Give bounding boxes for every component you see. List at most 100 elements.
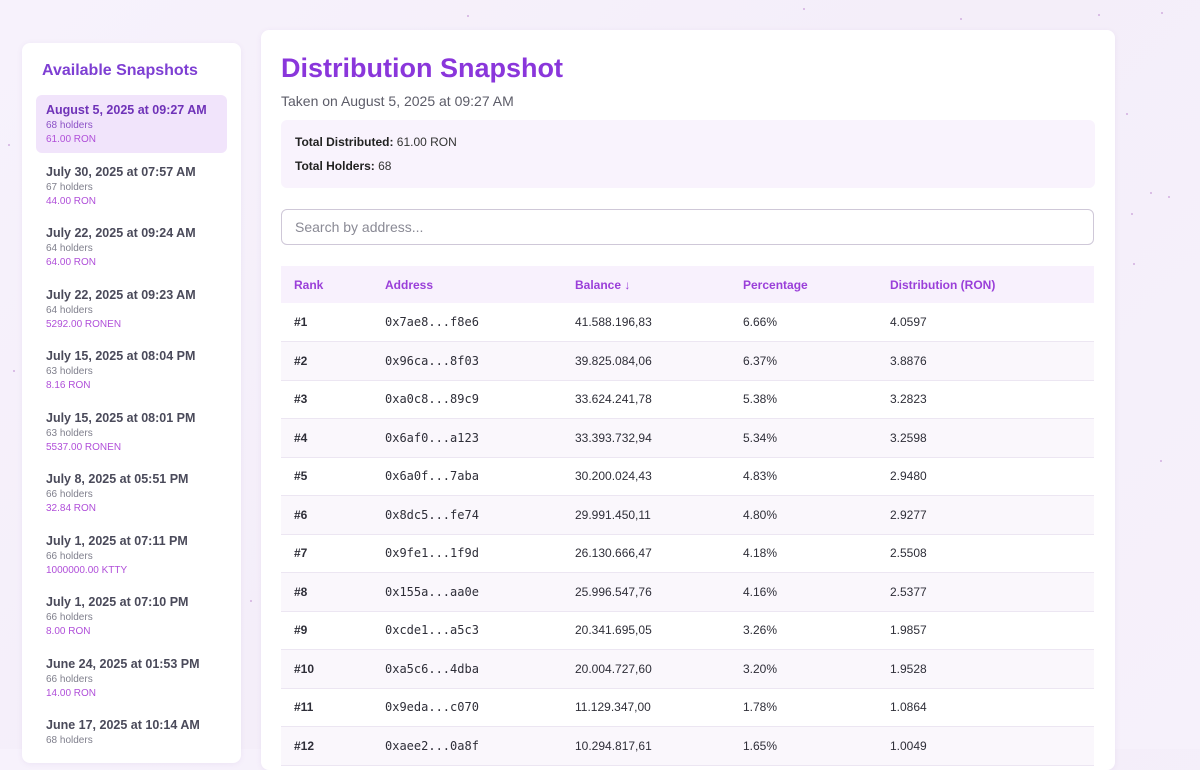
table-row: #6 0x8dc5...fe74 29.991.450,11 4.80% 2.9277: [281, 495, 1094, 535]
rank-cell: #3: [281, 380, 372, 419]
address-cell[interactable]: 0x8dc5...fe74: [372, 495, 562, 535]
header-address[interactable]: Address: [372, 266, 562, 303]
address-cell[interactable]: 0x6a0f...7aba: [372, 457, 562, 496]
snapshot-amount: 8.00 RON: [46, 626, 91, 637]
header-percentage[interactable]: Percentage: [730, 266, 877, 303]
rank-cell: #8: [281, 572, 372, 612]
address-search-input[interactable]: [281, 209, 1094, 245]
table-row: #9 0xcde1...a5c3 20.341.695,05 3.26% 1.9857: [281, 611, 1094, 650]
page-title: Distribution Snapshot: [281, 53, 563, 83]
snapshot-amount: 5537.00 RONEN: [46, 441, 122, 453]
snapshot-detail-panel: Distribution Snapshot Taken on August 5,…: [261, 30, 1115, 770]
balance-cell: 10.294.817,61: [562, 726, 730, 766]
table-header-row: Rank Address Balance ↓ Percentage Distri…: [281, 266, 1094, 303]
snapshot-holders: 67 holders: [46, 181, 93, 193]
snapshot-item[interactable]: July 30, 2025 at 07:57 AM 67 holders 44.…: [36, 157, 227, 215]
address-cell[interactable]: 0xcde1...a5c3: [372, 611, 562, 650]
snapshot-holders: 66 holders: [46, 489, 93, 500]
snapshot-list: August 5, 2025 at 09:27 AM 68 holders 61…: [36, 95, 227, 763]
snapshot-date: July 1, 2025 at 07:10 PM: [46, 595, 189, 609]
rank-cell: #2: [281, 341, 372, 381]
distribution-cell: 1.0864: [877, 688, 1094, 727]
sidebar-title: Available Snapshots: [42, 62, 198, 79]
snapshot-date: August 5, 2025 at 09:27 AM: [46, 103, 207, 117]
percentage-cell: 4.16%: [730, 572, 877, 612]
summary-box: Total Distributed: 61.00 RON Total Holde…: [281, 120, 1095, 188]
snapshot-holders: 66 holders: [46, 550, 93, 562]
snapshot-item[interactable]: June 17, 2025 at 10:14 AM 68 holders: [36, 710, 227, 763]
snapshot-amount: 8.16 RON: [46, 380, 91, 391]
snapshot-item[interactable]: July 22, 2025 at 09:24 AM 64 holders 64.…: [36, 218, 227, 276]
percentage-cell: 6.66%: [730, 303, 877, 342]
snapshot-item[interactable]: June 24, 2025 at 01:53 PM 66 holders 14.…: [36, 649, 227, 707]
header-rank[interactable]: Rank: [281, 266, 372, 303]
snapshot-item[interactable]: July 1, 2025 at 07:10 PM 66 holders 8.00…: [36, 587, 227, 645]
rank-cell: #9: [281, 611, 372, 650]
distribution-cell: 3.8876: [877, 341, 1094, 381]
rank-cell: #7: [281, 534, 372, 573]
distribution-cell: 2.5377: [877, 572, 1094, 612]
table-row: #12 0xaee2...0a8f 10.294.817,61 1.65% 1.0049: [281, 726, 1094, 766]
snapshot-date: July 15, 2025 at 08:01 PM: [46, 410, 196, 425]
total-holders-label: Total Holders:: [295, 159, 375, 173]
table-row: #3 0xa0c8...89c9 33.624.241,78 5.38% 3.2823: [281, 380, 1094, 419]
snapshot-amount: 64.00 RON: [46, 257, 97, 268]
address-cell[interactable]: 0x155a...aa0e: [372, 572, 562, 612]
snapshot-timestamp: Taken on August 5, 2025 at 09:27 AM: [281, 93, 514, 109]
percentage-cell: 5.38%: [730, 380, 877, 419]
table-row: #8 0x155a...aa0e 25.996.547,76 4.16% 2.5377: [281, 572, 1094, 612]
address-cell[interactable]: 0xa0c8...89c9: [372, 380, 562, 419]
address-cell[interactable]: 0x96ca...8f03: [372, 341, 562, 381]
snapshot-date: June 17, 2025 at 10:14 AM: [46, 718, 200, 732]
balance-cell: 11.129.347,00: [562, 688, 730, 727]
snapshot-item[interactable]: July 1, 2025 at 07:11 PM 66 holders 1000…: [36, 526, 227, 584]
address-cell[interactable]: 0x7ae8...f8e6: [372, 303, 562, 342]
snapshot-item[interactable]: July 8, 2025 at 05:51 PM 66 holders 32.8…: [36, 464, 227, 522]
percentage-cell: 1.65%: [730, 726, 877, 766]
distribution-cell: 3.2823: [877, 380, 1094, 419]
balance-cell: 41.588.196,83: [562, 303, 730, 342]
percentage-cell: 5.34%: [730, 418, 877, 458]
address-cell[interactable]: 0x6af0...a123: [372, 418, 562, 458]
percentage-cell: 3.20%: [730, 649, 877, 689]
address-cell[interactable]: 0x9eda...c070: [372, 688, 562, 727]
distribution-cell: 2.9277: [877, 495, 1094, 535]
total-holders-value: 68: [378, 159, 392, 173]
snapshot-holders: 64 holders: [46, 243, 93, 254]
rank-cell: #11: [281, 688, 372, 727]
holders-table-body: #1 0x7ae8...f8e6 41.588.196,83 6.66% 4.0597 #…: [281, 303, 1094, 766]
snapshot-item[interactable]: July 15, 2025 at 08:04 PM 63 holders 8.1…: [36, 341, 227, 399]
snapshot-item[interactable]: July 22, 2025 at 09:23 AM 64 holders 529…: [36, 280, 227, 338]
rank-cell: #5: [281, 457, 372, 496]
address-cell[interactable]: 0xaee2...0a8f: [372, 726, 562, 766]
total-distributed: Total Distributed: 61.00 RON: [295, 134, 1081, 150]
snapshot-amount: 5292.00 RONEN: [46, 318, 122, 330]
distribution-cell: 2.9480: [877, 457, 1094, 496]
balance-cell: 29.991.450,11: [562, 495, 730, 535]
table-row: #11 0x9eda...c070 11.129.347,00 1.78% 1.0864: [281, 688, 1094, 727]
percentage-cell: 1.78%: [730, 688, 877, 727]
header-balance-sorted[interactable]: Balance ↓: [562, 266, 730, 303]
total-distributed-label: Total Distributed:: [295, 135, 394, 149]
snapshot-holders: 68 holders: [46, 735, 93, 746]
snapshot-date: June 24, 2025 at 01:53 PM: [46, 656, 200, 671]
snapshot-holders: 66 holders: [46, 612, 93, 623]
total-distributed-value: 61.00 RON: [396, 135, 457, 149]
percentage-cell: 4.80%: [730, 495, 877, 535]
balance-cell: 39.825.084,06: [562, 341, 730, 381]
distribution-cell: 1.9528: [877, 649, 1094, 689]
snapshot-amount: 14.00 RON: [46, 687, 97, 699]
rank-cell: #1: [281, 303, 372, 342]
rank-cell: #4: [281, 418, 372, 458]
snapshot-holders: 66 holders: [46, 673, 93, 685]
snapshot-item[interactable]: August 5, 2025 at 09:27 AM 68 holders 61…: [36, 95, 227, 153]
snapshot-sidebar: Available Snapshots August 5, 2025 at 09…: [22, 43, 241, 763]
address-cell[interactable]: 0x9fe1...1f9d: [372, 534, 562, 573]
balance-cell: 30.200.024,43: [562, 457, 730, 496]
balance-cell: 33.393.732,94: [562, 418, 730, 458]
snapshot-item[interactable]: July 15, 2025 at 08:01 PM 63 holders 553…: [36, 403, 227, 461]
table-row: #1 0x7ae8...f8e6 41.588.196,83 6.66% 4.0597: [281, 303, 1094, 342]
snapshot-amount: 32.84 RON: [46, 503, 97, 514]
header-distribution[interactable]: Distribution (RON): [877, 266, 1094, 303]
address-cell[interactable]: 0xa5c6...4dba: [372, 649, 562, 689]
